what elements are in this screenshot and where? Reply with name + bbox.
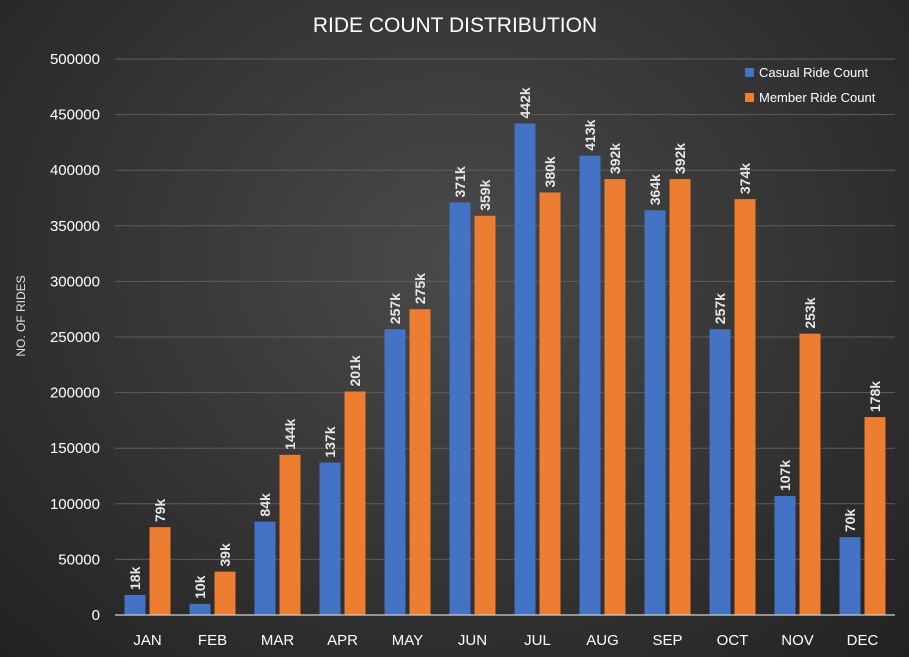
casual-bar [579, 155, 601, 615]
data-label: 380k [542, 156, 558, 187]
y-tick-label: 250000 [50, 329, 100, 346]
data-label: 10k [192, 575, 208, 599]
data-labels: 18k 79k 10k 39k 84k 144k 137k 201k 257k 275k 371k 3… [127, 87, 883, 599]
y-axis-ticks: 0 50000 100000 150000 200000 250000 300000 3500… [50, 51, 100, 624]
data-label: 275k [412, 273, 428, 304]
member-bar [149, 527, 171, 615]
y-tick-label: 150000 [50, 440, 100, 457]
member-bar [409, 309, 431, 615]
data-label: 137k [322, 426, 338, 457]
data-label: 18k [127, 566, 143, 590]
y-tick-label: 0 [92, 607, 100, 624]
casual-bar [319, 462, 341, 615]
member-bar [669, 179, 691, 615]
data-label: 257k [387, 293, 403, 324]
y-tick-label: 300000 [50, 273, 100, 290]
casual-bar [449, 202, 471, 615]
casual-bar [384, 329, 406, 615]
x-tick-label: MAR [261, 632, 295, 649]
data-label: 178k [867, 381, 883, 412]
x-tick-label: NOV [781, 632, 814, 649]
member-bar [604, 179, 626, 615]
casual-bar [124, 594, 146, 615]
data-label: 201k [347, 355, 363, 386]
casual-bar [774, 496, 796, 615]
data-label: 371k [452, 166, 468, 197]
member-bar [864, 417, 886, 615]
x-tick-label: FEB [198, 632, 227, 649]
data-label: 107k [777, 460, 793, 491]
legend-casual-swatch [745, 68, 754, 77]
x-tick-label: JUL [524, 632, 551, 649]
x-tick-label: MAY [392, 632, 423, 649]
data-label: 253k [802, 297, 818, 328]
casual-bar [644, 210, 666, 615]
member-bar [474, 215, 496, 616]
x-tick-label: DEC [847, 632, 879, 649]
casual-bar [254, 521, 276, 615]
data-label: 374k [737, 163, 753, 194]
x-tick-label: APR [327, 632, 358, 649]
gridlines [115, 58, 895, 560]
x-tick-label: OCT [717, 632, 749, 649]
legend-member-swatch [745, 93, 754, 102]
data-label: 39k [217, 543, 233, 567]
y-tick-label: 200000 [50, 385, 100, 402]
member-bar [214, 571, 236, 615]
casual-bar [709, 329, 731, 615]
casual-bar [839, 537, 861, 615]
y-tick-label: 350000 [50, 218, 100, 235]
member-bar [734, 199, 756, 615]
data-label: 392k [607, 143, 623, 174]
y-axis-label: NO. OF RIDES [14, 275, 28, 356]
data-label: 364k [647, 174, 663, 205]
data-label: 144k [282, 419, 298, 450]
x-axis-ticks: JAN FEB MAR APR MAY JUN JUL AUG SEP OCT NOV DEC [133, 632, 878, 649]
data-label: 70k [842, 509, 858, 533]
member-bar [279, 454, 301, 615]
legend: Casual Ride Count Member Ride Count [745, 65, 876, 105]
y-tick-label: 100000 [50, 496, 100, 513]
x-tick-label: JUN [458, 632, 487, 649]
data-label: 392k [672, 143, 688, 174]
x-tick-label: JAN [133, 632, 161, 649]
x-tick-label: SEP [652, 632, 682, 649]
data-label: 257k [712, 293, 728, 324]
member-bar [539, 192, 561, 615]
data-label: 79k [152, 499, 168, 523]
chart-title: RIDE COUNT DISTRIBUTION [313, 14, 597, 37]
legend-label: Casual Ride Count [759, 65, 869, 80]
data-label: 359k [477, 179, 493, 210]
x-tick-label: AUG [586, 632, 619, 649]
y-tick-label: 400000 [50, 162, 100, 179]
bars [124, 123, 886, 616]
y-tick-label: 450000 [50, 107, 100, 124]
data-label: 413k [582, 119, 598, 150]
data-label: 442k [517, 87, 533, 118]
member-bar [799, 333, 821, 615]
y-tick-label: 50000 [58, 551, 100, 568]
legend-label: Member Ride Count [759, 90, 876, 105]
casual-bar [189, 603, 211, 615]
y-tick-label: 500000 [50, 51, 100, 68]
casual-bar [514, 123, 536, 615]
member-bar [344, 391, 366, 615]
data-label: 84k [257, 493, 273, 517]
